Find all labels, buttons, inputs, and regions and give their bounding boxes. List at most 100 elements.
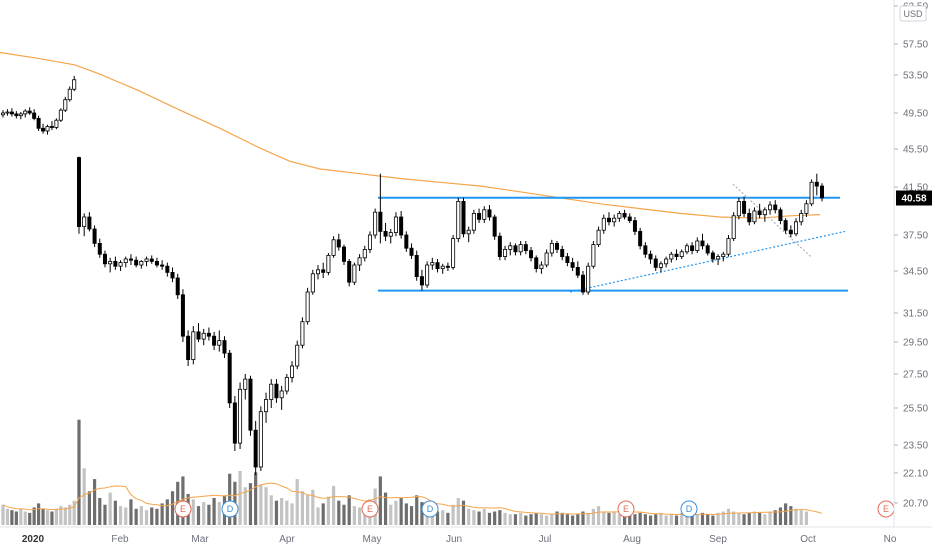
month-label: Jul — [539, 534, 552, 545]
candle — [404, 231, 409, 252]
candle — [742, 196, 747, 217]
candle — [290, 361, 295, 383]
price-tick: 57.50 — [894, 40, 928, 51]
candle — [23, 109, 28, 118]
volume-bar — [571, 515, 575, 525]
volume-bar — [513, 514, 518, 525]
volume-bar — [144, 510, 149, 525]
candle — [752, 207, 757, 225]
volume-bar — [742, 514, 746, 525]
drawing-annotations[interactable] — [378, 183, 848, 293]
candle — [305, 287, 310, 325]
dividend-marker[interactable]: D — [221, 500, 239, 518]
price-tick: 45.50 — [894, 145, 928, 156]
volume-bar — [352, 506, 356, 525]
volume-bar — [477, 511, 481, 525]
dividend-marker[interactable]: D — [680, 500, 698, 518]
volume-bar — [716, 512, 720, 525]
candle — [570, 257, 575, 271]
candle — [799, 209, 804, 226]
candle — [92, 225, 97, 247]
volume-bar — [196, 506, 201, 525]
volume-bar — [659, 512, 663, 525]
candle — [508, 242, 513, 256]
candle — [300, 317, 305, 349]
time-axis[interactable]: 2020 Feb Mar Apr May Jun Jul Aug Sep Oct No — [22, 534, 897, 545]
volume-bar — [134, 508, 138, 525]
volume-bar — [28, 512, 32, 525]
candle — [690, 242, 695, 255]
candle — [783, 218, 788, 234]
candle — [456, 197, 461, 243]
volume-bar — [50, 511, 54, 525]
candle — [388, 229, 393, 244]
month-label: Oct — [800, 534, 816, 545]
candle — [638, 227, 643, 250]
price-tick: 23.50 — [894, 441, 928, 452]
candle — [648, 250, 653, 264]
dividend-marker[interactable]: D — [421, 500, 439, 518]
volume-bar — [316, 507, 320, 525]
volume-bar — [555, 511, 559, 525]
volume-bar — [441, 510, 445, 525]
volume-bar — [758, 512, 762, 525]
candle — [820, 183, 825, 202]
volume-bar — [784, 503, 788, 525]
candle — [539, 261, 544, 274]
volume-bar — [674, 515, 679, 525]
month-label: Aug — [623, 534, 641, 545]
candle — [632, 217, 637, 235]
candle — [482, 206, 487, 223]
candle — [731, 212, 736, 241]
candle — [41, 123, 46, 134]
volume-bar — [10, 510, 14, 525]
last-price-tag: 40.58 — [896, 190, 932, 206]
candle — [144, 256, 149, 267]
candle — [160, 260, 165, 270]
volume-bar — [191, 499, 195, 525]
volume-bar — [763, 514, 767, 525]
candle — [710, 250, 715, 263]
earnings-marker[interactable]: E — [361, 500, 379, 518]
candle — [518, 241, 523, 256]
volume-bar — [295, 479, 299, 525]
candle — [175, 273, 180, 299]
price-tick: 20.70 — [894, 499, 928, 510]
candle — [487, 205, 492, 221]
candle — [77, 156, 82, 234]
trend-line[interactable] — [569, 230, 846, 293]
svg-text:D: D — [227, 504, 234, 514]
volume-bar — [243, 487, 247, 525]
candle — [555, 241, 560, 253]
candle — [123, 256, 128, 268]
volume-bar — [732, 511, 736, 525]
candle — [627, 213, 632, 223]
svg-text:34.50: 34.50 — [903, 267, 928, 278]
earnings-marker[interactable]: E — [174, 500, 192, 518]
volume-bar — [648, 515, 653, 525]
candle — [45, 124, 50, 135]
candle — [18, 112, 23, 120]
volume-bar — [1, 504, 5, 525]
candle — [362, 245, 367, 262]
svg-text:D: D — [686, 504, 693, 514]
candle — [87, 212, 92, 232]
volume-bar — [487, 512, 492, 525]
earnings-marker[interactable]: E — [877, 500, 895, 518]
volume-bar — [420, 502, 424, 525]
earnings-marker[interactable]: E — [617, 500, 635, 518]
candle — [154, 257, 159, 268]
volume-bar — [498, 510, 502, 525]
candle — [321, 262, 326, 278]
candle — [232, 396, 237, 451]
candle — [316, 265, 321, 280]
volume-bar — [72, 500, 76, 525]
candle — [809, 179, 814, 207]
candle — [643, 242, 648, 258]
volume-bar — [669, 514, 673, 525]
volume-bar — [207, 504, 211, 525]
candle — [36, 115, 41, 131]
month-label: May — [363, 534, 382, 545]
